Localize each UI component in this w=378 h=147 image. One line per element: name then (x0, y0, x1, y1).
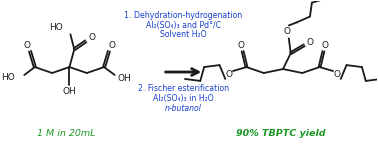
Text: HO: HO (1, 74, 15, 82)
Text: 1. Dehydration-hydrogenation: 1. Dehydration-hydrogenation (124, 11, 243, 20)
Text: O: O (24, 41, 31, 50)
Text: 90% TBPTC yield: 90% TBPTC yield (236, 129, 326, 138)
Text: O: O (333, 70, 341, 80)
Text: Solvent H₂O: Solvent H₂O (160, 30, 207, 39)
Text: O: O (108, 41, 115, 50)
Text: Al₂(SO₄)₃ in H₂O: Al₂(SO₄)₃ in H₂O (153, 94, 214, 103)
Text: O: O (88, 33, 95, 42)
Text: 1 M in 20mL: 1 M in 20mL (37, 129, 96, 138)
Text: O: O (284, 27, 290, 36)
Text: O: O (226, 70, 232, 80)
Text: OH: OH (63, 87, 76, 96)
Text: O: O (237, 41, 244, 50)
Text: O: O (307, 38, 313, 47)
Text: OH: OH (118, 74, 131, 83)
Text: 2. Fischer esterification: 2. Fischer esterification (138, 84, 229, 93)
Text: Al₂(SO₄)₃ and Pd°/C: Al₂(SO₄)₃ and Pd°/C (146, 20, 221, 30)
Text: n-butanol: n-butanol (165, 104, 202, 113)
Text: O: O (322, 41, 329, 50)
Text: HO: HO (49, 23, 63, 32)
